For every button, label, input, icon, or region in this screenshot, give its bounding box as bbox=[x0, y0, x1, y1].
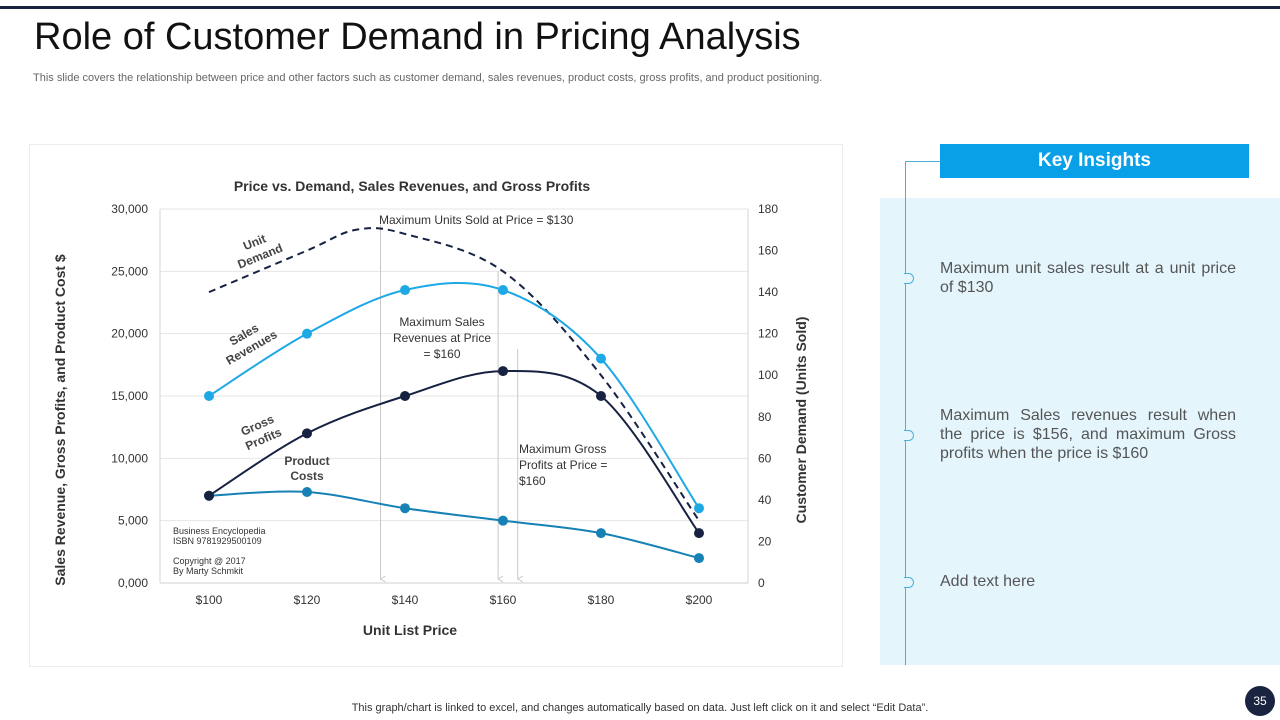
point-sales-revenues bbox=[204, 391, 214, 401]
insights-connector bbox=[905, 161, 940, 162]
point-gross-profits bbox=[694, 528, 704, 539]
footer-note: This graph/chart is linked to excel, and… bbox=[351, 702, 929, 714]
y2-tick-label: 80 bbox=[758, 410, 772, 424]
annotation-gross: $160 bbox=[519, 474, 546, 488]
point-gross-profits bbox=[498, 366, 508, 377]
point-gross-profits bbox=[204, 490, 214, 501]
y-axis-title: Sales Revenue, Gross Profits, and Produc… bbox=[52, 254, 68, 586]
y2-tick-label: 180 bbox=[758, 202, 778, 216]
key-insights-header: Key Insights bbox=[940, 144, 1249, 178]
annotation-sales: Revenues at Price bbox=[393, 331, 491, 345]
point-product-costs bbox=[694, 553, 704, 564]
y-tick-label: 10,000 bbox=[111, 451, 148, 465]
point-product-costs bbox=[400, 503, 410, 514]
source-note: ISBN 9781929500109 bbox=[173, 536, 262, 546]
insights-panel bbox=[880, 198, 1280, 665]
point-sales-revenues bbox=[400, 285, 410, 296]
insight-item-3[interactable]: Add text here bbox=[940, 573, 1036, 590]
point-sales-revenues bbox=[498, 285, 508, 296]
point-gross-profits bbox=[302, 428, 312, 439]
y-tick-label: 20,000 bbox=[111, 327, 148, 341]
x-tick-label: $160 bbox=[490, 593, 517, 607]
insight-item-2: Maximum Sales revenues result when the p… bbox=[940, 407, 1236, 462]
x-axis-title: Unit List Price bbox=[363, 622, 457, 638]
y-tick-label: 15,000 bbox=[111, 389, 148, 403]
source-note: Copyright @ 2017 bbox=[173, 556, 246, 566]
point-gross-profits bbox=[400, 391, 410, 401]
point-product-costs bbox=[302, 486, 312, 497]
insight-bullet-3 bbox=[904, 577, 914, 588]
insight-bullet-1 bbox=[904, 273, 914, 284]
series-line-gross-profits bbox=[208, 370, 700, 534]
chart-svg: 0,000 5,000 10,000 15,000 20,000 25,000 30,000… bbox=[52, 178, 809, 638]
y2-axis-title: Customer Demand (Units Sold) bbox=[793, 317, 809, 524]
series-label-product-costs-line: Product bbox=[284, 454, 329, 468]
point-product-costs bbox=[498, 515, 508, 526]
chart-container[interactable]: 0,000 5,000 10,000 15,000 20,000 25,000 30,000… bbox=[29, 144, 843, 667]
x-tick-label: $120 bbox=[294, 593, 321, 607]
point-sales-revenues bbox=[694, 503, 704, 514]
y2-tick-label: 0 bbox=[758, 576, 765, 590]
annotation-sales: Maximum Sales bbox=[399, 315, 484, 329]
page-number: 35 bbox=[1245, 686, 1275, 716]
annotation-units: Maximum Units Sold at Price = $130 bbox=[379, 213, 574, 227]
y2-tick-label: 140 bbox=[758, 285, 778, 299]
y-tick-label: 0,000 bbox=[118, 576, 148, 590]
annotation-gross: Profits at Price = bbox=[519, 458, 607, 472]
slide-title: Role of Customer Demand in Pricing Analy… bbox=[34, 16, 801, 58]
y-tick-label: 30,000 bbox=[111, 202, 148, 216]
annotation-sales: = $160 bbox=[423, 347, 460, 361]
x-tick-label: $100 bbox=[196, 593, 223, 607]
y-tick-label: 25,000 bbox=[111, 264, 148, 278]
x-tick-label: $180 bbox=[588, 593, 615, 607]
chart-title: Price vs. Demand, Sales Revenues, and Gr… bbox=[234, 178, 591, 194]
source-note: By Marty Schmkit bbox=[173, 566, 244, 576]
insight-bullet-2 bbox=[904, 430, 914, 441]
y2-tick-label: 40 bbox=[758, 493, 772, 507]
y2-tick-label: 160 bbox=[758, 244, 778, 258]
x-tick-label: $140 bbox=[392, 593, 419, 607]
point-sales-revenues bbox=[596, 353, 606, 364]
insight-item-1: Maximum unit sales result at a unit pric… bbox=[940, 260, 1236, 296]
slide-subtitle: This slide covers the relationship betwe… bbox=[33, 72, 823, 84]
y2-tick-label: 20 bbox=[758, 534, 772, 548]
y2-tick-label: 120 bbox=[758, 327, 778, 341]
point-product-costs bbox=[596, 528, 606, 539]
annotation-gross: Maximum Gross bbox=[519, 442, 606, 456]
y-tick-label: 5,000 bbox=[118, 514, 148, 528]
series-line-sales-revenues bbox=[208, 281, 700, 509]
series-line-unit-demand bbox=[208, 227, 700, 522]
series-label-product-costs-line: Costs bbox=[290, 469, 324, 483]
insights-timeline bbox=[905, 161, 906, 665]
point-sales-revenues bbox=[302, 328, 312, 339]
source-note: Business Encyclopedia bbox=[173, 526, 266, 536]
y2-tick-label: 100 bbox=[758, 368, 778, 382]
top-rule bbox=[0, 6, 1280, 9]
y2-tick-label: 60 bbox=[758, 451, 772, 465]
series-line-product-costs bbox=[208, 490, 700, 560]
point-gross-profits bbox=[596, 391, 606, 401]
x-tick-label: $200 bbox=[686, 593, 713, 607]
